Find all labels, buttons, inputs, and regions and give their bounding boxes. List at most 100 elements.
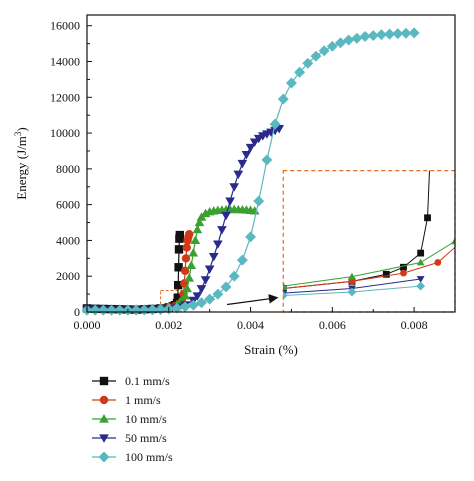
inset-series-10-mm-s	[283, 237, 455, 289]
inset-series-100-mm-s	[283, 281, 426, 300]
data-point	[221, 211, 231, 221]
data-point	[253, 195, 265, 207]
legend-marker	[99, 395, 109, 405]
data-point	[302, 57, 314, 69]
data-point	[114, 304, 126, 316]
legend-marker	[99, 376, 109, 386]
data-point	[245, 143, 256, 153]
legend-label: 100 mm/s	[125, 450, 173, 464]
y-tick-label: 12000	[50, 90, 80, 104]
inset-data-point	[417, 249, 425, 257]
inset-data-point	[416, 258, 425, 266]
data-point	[185, 229, 194, 239]
data-point	[249, 138, 260, 147]
inset-data-point	[348, 272, 356, 280]
y-axis-title-sup: 3	[13, 131, 23, 136]
legend-entry: 10 mm/s	[92, 412, 167, 426]
data-point	[367, 30, 379, 42]
data-point	[217, 226, 227, 235]
data-point	[228, 270, 240, 282]
data-point	[173, 293, 182, 302]
data-point	[212, 288, 224, 300]
inset-data-point	[416, 276, 425, 283]
data-point	[261, 154, 273, 166]
data-point	[194, 217, 205, 227]
legend-marker	[99, 434, 109, 443]
data-point	[384, 28, 396, 40]
data-point	[318, 45, 330, 57]
data-point	[236, 254, 248, 266]
axes: 0.000 0.002 0.004 0.006 0.008 0 2000 4000 6000 80…	[50, 19, 428, 332]
y-tick-label: 16000	[50, 19, 80, 33]
data-point	[184, 273, 195, 282]
legend-marker	[99, 414, 109, 423]
data-point	[186, 260, 197, 270]
inset-data-point	[400, 269, 407, 277]
data-point	[233, 170, 244, 180]
y-axis-title: Energy (J/m3)	[13, 127, 29, 200]
inset-data-point	[424, 214, 431, 222]
data-point	[190, 235, 201, 245]
inset-data-point	[458, 238, 465, 245]
data-point	[208, 252, 219, 262]
data-point	[400, 27, 412, 39]
inset-data-point	[283, 282, 288, 289]
data-point	[130, 304, 142, 316]
data-point	[335, 37, 346, 49]
inset-series-line	[283, 240, 455, 287]
data-point	[269, 118, 281, 130]
data-point	[179, 301, 191, 313]
data-point	[375, 29, 387, 41]
data-point	[326, 40, 338, 52]
data-point	[392, 28, 404, 40]
legend-entry: 100 mm/s	[92, 450, 173, 464]
data-point	[196, 285, 207, 294]
inset-zoom	[160, 170, 465, 313]
data-point	[175, 230, 185, 240]
data-point	[174, 263, 183, 272]
data-point	[277, 93, 289, 105]
series-10-mm-s	[82, 204, 260, 313]
y-tick-label: 4000	[56, 233, 80, 247]
series-line	[86, 208, 255, 310]
data-point	[174, 245, 184, 254]
legend-label: 50 mm/s	[125, 431, 167, 445]
data-point	[200, 276, 211, 285]
inset-series-1-mm-s	[283, 238, 465, 292]
y-axis-title-end: )	[14, 127, 29, 131]
x-tick-label: 0.008	[401, 318, 428, 332]
plot-frame	[86, 14, 456, 313]
inset-data-point	[400, 263, 407, 271]
data-point	[180, 291, 190, 300]
inset-data-point	[416, 281, 426, 291]
series-0-1-mm-s	[82, 230, 185, 314]
series-100-mm-s	[81, 27, 420, 316]
data-point	[343, 34, 355, 46]
data-point	[173, 280, 183, 290]
y-tick-label: 6000	[56, 198, 80, 212]
data-point	[245, 231, 257, 243]
data-point	[285, 77, 297, 89]
data-point	[196, 297, 207, 309]
data-point	[213, 240, 223, 249]
inset-data-point	[434, 259, 442, 266]
data-point	[192, 292, 203, 301]
x-tick-label: 0.000	[74, 318, 101, 332]
data-point	[229, 183, 240, 192]
inset-data-point	[347, 287, 357, 297]
data-point	[89, 304, 101, 316]
data-point	[294, 66, 306, 78]
data-point	[171, 302, 183, 314]
series-layer	[81, 27, 420, 316]
inset-box	[282, 170, 456, 313]
data-point	[408, 27, 420, 39]
inset-data-point	[382, 270, 390, 278]
inset-data-point	[451, 237, 455, 245]
data-point	[359, 31, 371, 42]
y-axis-title-main: Energy (J/m	[14, 136, 29, 200]
inset-data-point	[283, 291, 288, 300]
data-point	[187, 299, 199, 311]
x-tick-label: 0.006	[319, 318, 346, 332]
x-tick-label: 0.004	[237, 318, 264, 332]
series-line	[86, 234, 181, 311]
